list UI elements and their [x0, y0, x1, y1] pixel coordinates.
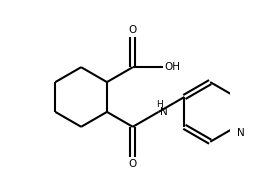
Text: N: N [237, 128, 245, 138]
Text: N: N [161, 107, 168, 117]
Text: H: H [156, 100, 163, 109]
Text: O: O [129, 25, 137, 35]
Text: OH: OH [164, 62, 180, 72]
Text: O: O [129, 159, 137, 169]
